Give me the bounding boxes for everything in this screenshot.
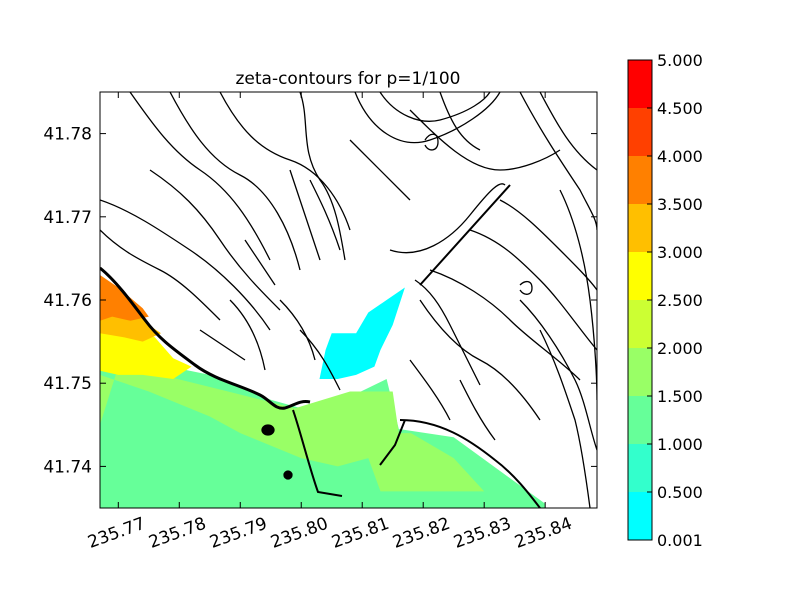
y-tick-label-1: 41.75 <box>43 374 92 394</box>
contour-line-13 <box>389 183 506 254</box>
colorbar-label-9: 4.500 <box>657 99 703 118</box>
colorbar-label-0: 0.001 <box>657 531 703 550</box>
contour-line-16 <box>469 229 597 351</box>
colorbar-band-3 <box>628 348 652 396</box>
filled-region-5 <box>319 287 405 379</box>
colorbar-band-6 <box>628 204 652 252</box>
colorbar-band-0 <box>628 492 652 540</box>
contour-line-30 <box>244 239 276 286</box>
colorbar-band-7 <box>628 156 652 204</box>
x-tick-label-2: 235.79 <box>207 514 270 553</box>
contour-line-0 <box>129 92 271 261</box>
contour-line-12 <box>149 169 281 311</box>
contour-line-17 <box>499 199 597 291</box>
contour-line-8 <box>519 92 597 231</box>
x-tick-label-5: 235.82 <box>390 514 453 553</box>
contour-line-15 <box>429 269 581 381</box>
contour-line-25 <box>229 299 266 371</box>
jetty-line <box>292 409 343 497</box>
colorbar-band-5 <box>628 252 652 300</box>
contour-line-3 <box>299 92 346 261</box>
x-tick-label-6: 235.83 <box>451 514 514 553</box>
beach-line <box>399 419 541 508</box>
colorbar-label-7: 3.500 <box>657 195 703 214</box>
colorbar-band-2 <box>628 396 652 444</box>
breakwater-line <box>419 184 511 286</box>
contour-line-24 <box>279 299 316 361</box>
colorbar-band-4 <box>628 300 652 348</box>
contour-line-26 <box>199 329 246 361</box>
contour-line-9 <box>539 92 597 171</box>
colorbar-label-10: 5.000 <box>657 51 703 70</box>
filled-region-1 <box>100 366 485 492</box>
y-tick-label-4: 41.78 <box>43 125 92 145</box>
colorbar-label-2: 1.000 <box>657 435 703 454</box>
contour-line-29 <box>349 139 411 201</box>
contour-line-5 <box>379 92 491 122</box>
y-tick-label-3: 41.77 <box>43 208 92 228</box>
y-axis: 41.74 41.75 41.76 41.77 41.78 <box>43 125 597 477</box>
colorbar-label-8: 4.000 <box>657 147 703 166</box>
contour-line-14 <box>419 299 541 421</box>
y-tick-label-0: 41.74 <box>43 457 92 477</box>
x-tick-label-0: 235.77 <box>85 514 148 553</box>
x-tick-label-7: 235.84 <box>512 514 575 553</box>
harbor-line <box>379 419 406 466</box>
colorbar: 0.001 0.500 1.000 1.500 2.000 2.500 3.000 3.500… <box>627 51 703 550</box>
colorbar-label-5: 2.500 <box>657 291 703 310</box>
colorbar-band-1 <box>628 444 652 492</box>
rock-2 <box>283 470 293 480</box>
contour-line-33 <box>414 279 481 386</box>
contour-line-4 <box>354 92 501 144</box>
filled-regions <box>100 275 546 508</box>
colorbar-label-1: 0.500 <box>657 483 703 502</box>
x-tick-label-3: 235.80 <box>268 514 331 553</box>
contour-line-7 <box>439 92 481 151</box>
contour-line-20 <box>559 189 597 401</box>
contour-line-31 <box>519 280 533 295</box>
contour-line-22 <box>409 359 451 421</box>
x-tick-label-4: 235.81 <box>329 514 392 553</box>
contour-line-10 <box>100 229 221 321</box>
x-tick-label-1: 235.78 <box>146 514 209 553</box>
contour-line-21 <box>459 379 496 441</box>
rock-1 <box>261 424 275 436</box>
contour-line-19 <box>539 329 591 508</box>
contour-line-27 <box>309 179 341 251</box>
contour-line-18 <box>519 299 597 451</box>
contour-line-32 <box>424 133 439 151</box>
contour-line-11 <box>100 199 271 331</box>
coastline <box>100 266 311 410</box>
chart-title: zeta-contours for p=1/100 <box>235 69 460 89</box>
colorbar-band-9 <box>628 60 652 108</box>
plot-content <box>100 92 597 508</box>
colorbar-label-3: 1.500 <box>657 387 703 406</box>
y-tick-label-2: 41.76 <box>43 291 92 311</box>
colorbar-label-4: 2.000 <box>657 339 703 358</box>
contour-line-2 <box>219 92 351 231</box>
contour-lines <box>100 92 597 508</box>
contour-line-1 <box>169 92 301 271</box>
colorbar-band-8 <box>628 108 652 156</box>
contour-line-28 <box>289 169 321 261</box>
colorbar-label-6: 3.000 <box>657 243 703 262</box>
